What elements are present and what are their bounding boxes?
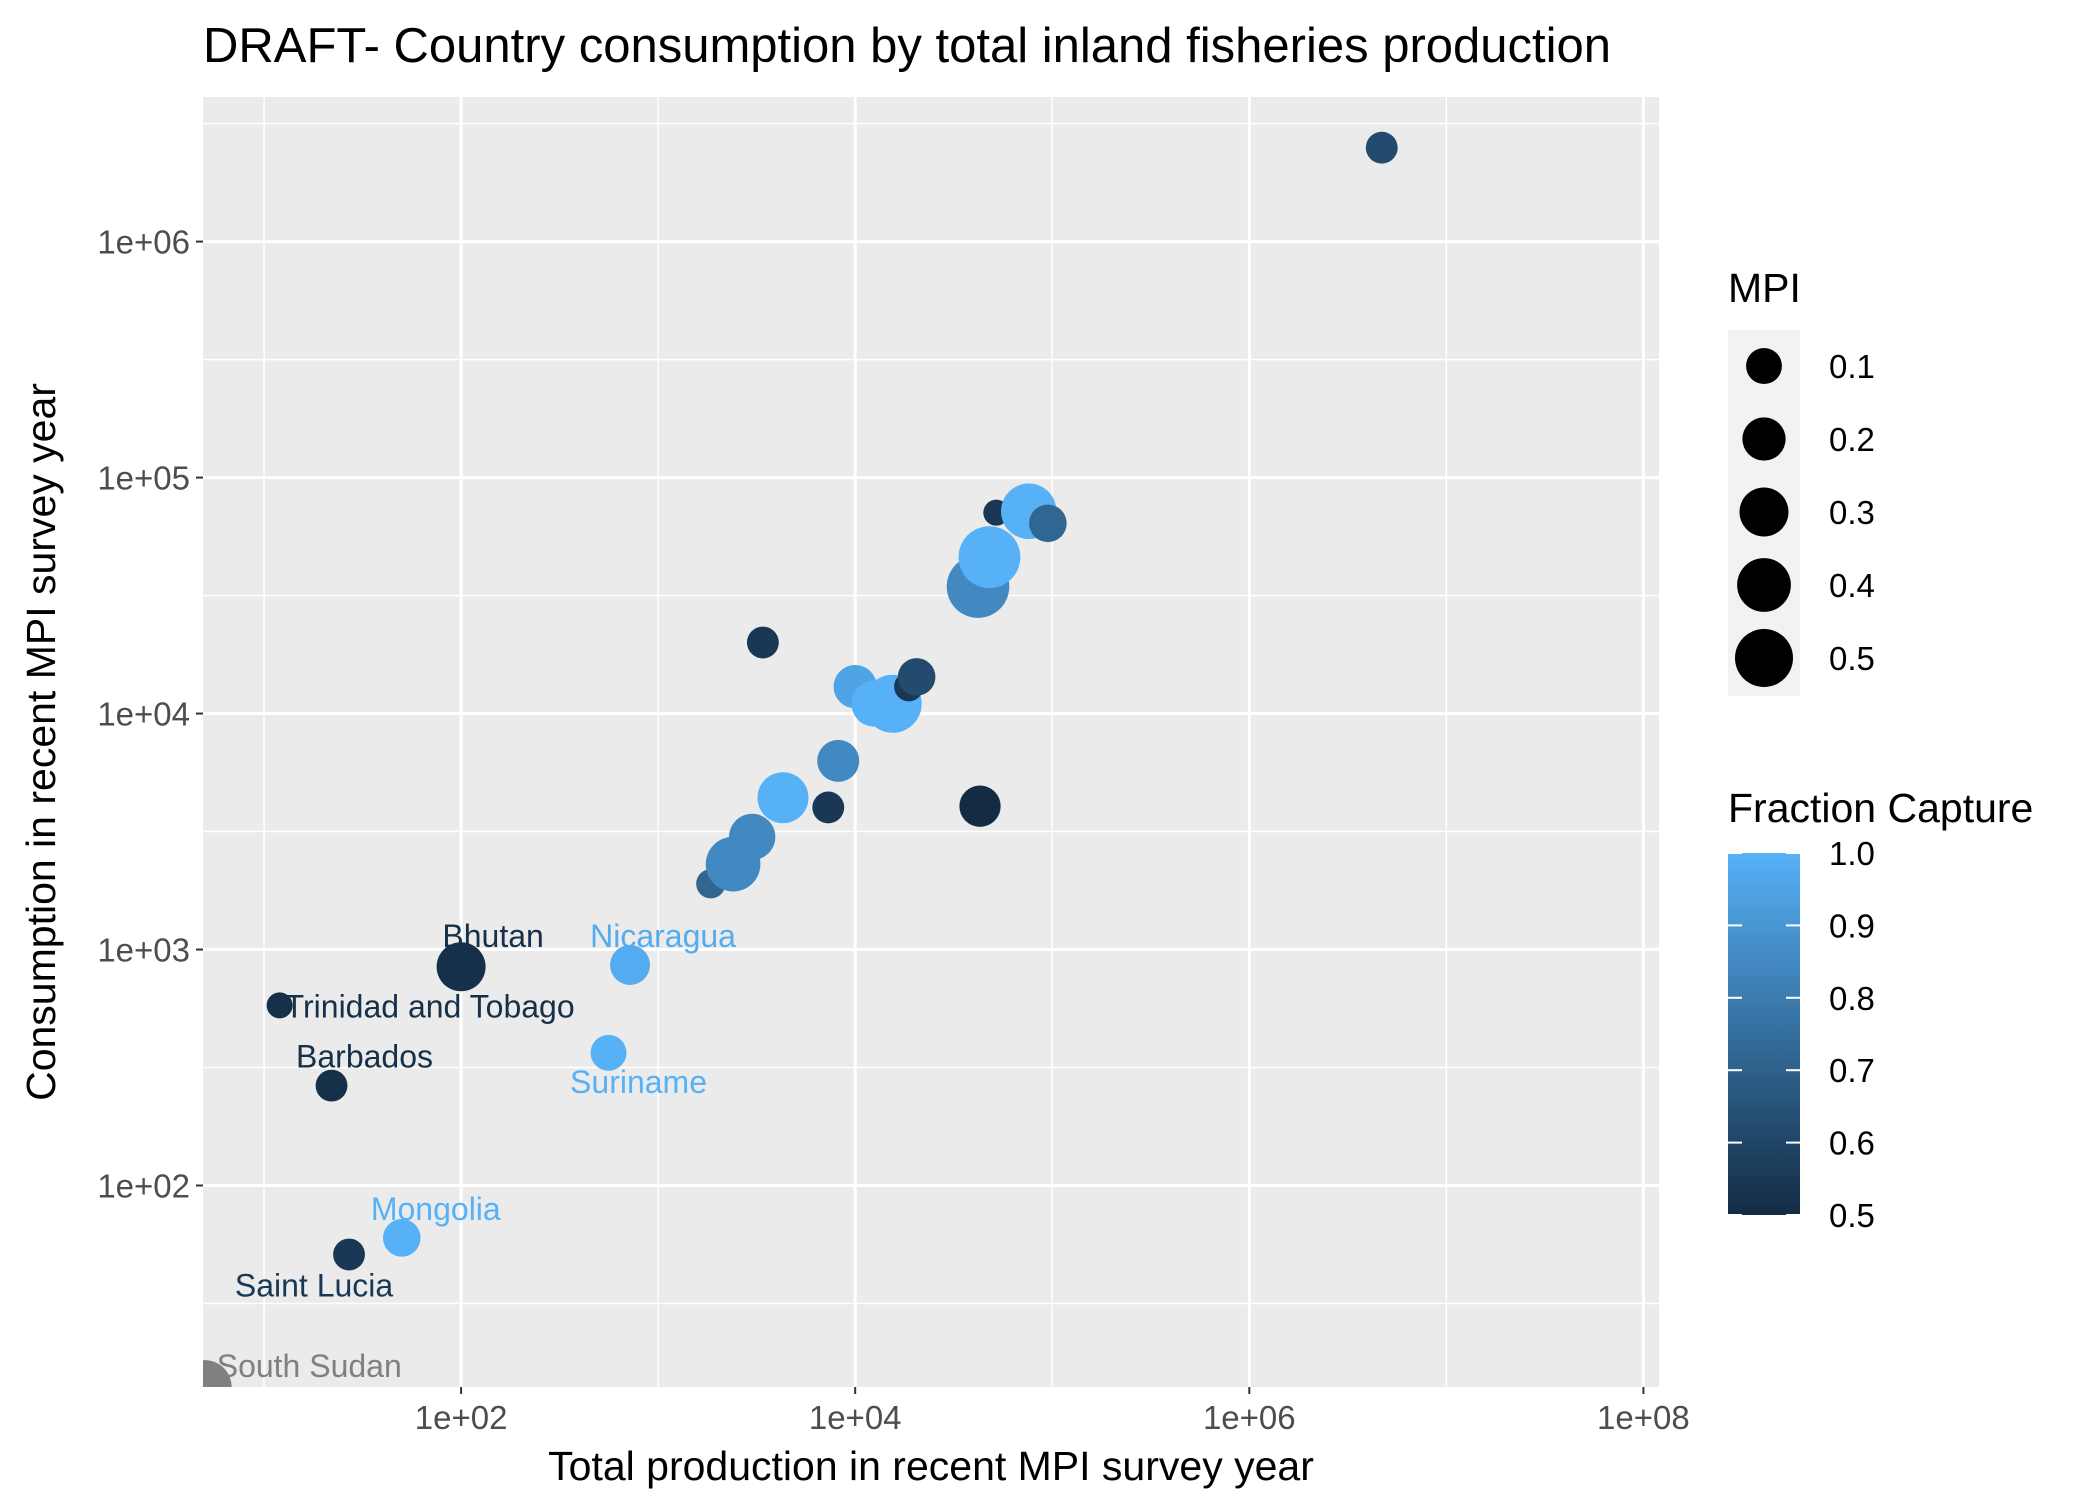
color-legend-label: 0.9 [1829, 907, 1875, 944]
x-axis-title: Total production in recent MPI survey ye… [548, 1443, 1314, 1489]
y-tick-label: 1e+03 [97, 932, 190, 969]
size-legend-key [1737, 558, 1791, 612]
data-point [266, 992, 293, 1019]
chart-title: DRAFT- Country consumption by total inla… [203, 19, 1611, 73]
point-label: Saint Lucia [235, 1268, 394, 1304]
x-tick-label: 1e+04 [809, 1399, 902, 1436]
color-legend: Fraction Capture 1.0 0.9 0.8 0.7 0.6 0.5 [1728, 785, 2033, 1234]
x-axis-ticks: 1e+02 1e+04 1e+06 1e+08 [415, 1387, 1690, 1436]
data-point [333, 1238, 365, 1271]
data-point [959, 785, 1001, 827]
y-tick-label: 1e+02 [97, 1168, 190, 1205]
size-legend-label: 0.5 [1829, 640, 1875, 677]
data-point [729, 813, 776, 861]
data-point [746, 626, 779, 659]
size-legend-label: 0.1 [1829, 348, 1875, 385]
point-label: South Sudan [217, 1348, 402, 1384]
size-legend-key [1742, 417, 1786, 461]
x-tick-label: 1e+06 [1203, 1399, 1296, 1436]
point-label: Mongolia [371, 1191, 501, 1227]
color-bar [1728, 853, 1800, 1215]
plot-panel [203, 97, 1659, 1387]
y-tick-label: 1e+04 [97, 696, 190, 733]
data-point [817, 739, 860, 782]
size-legend-key [1746, 348, 1782, 384]
point-label: Barbados [296, 1039, 433, 1075]
y-tick-label: 1e+05 [97, 460, 190, 497]
point-label: Bhutan [442, 918, 543, 954]
size-legend-label: 0.3 [1829, 494, 1875, 531]
data-points [203, 131, 1398, 1387]
size-legend-label: 0.4 [1829, 567, 1875, 604]
size-legend-key [1735, 629, 1793, 687]
data-point [315, 1069, 348, 1102]
data-point [812, 791, 845, 824]
point-label: Suriname [570, 1064, 707, 1100]
point-labels: South Sudan Saint Lucia Mongolia Barbados Tr… [217, 918, 736, 1384]
data-point [1029, 504, 1067, 543]
data-point [1365, 131, 1398, 164]
data-point [610, 945, 650, 985]
x-tick-label: 1e+08 [1597, 1399, 1690, 1436]
y-axis-ticks: 1e+02 1e+03 1e+04 1e+05 1e+06 [97, 224, 203, 1205]
data-point [590, 1034, 627, 1071]
y-axis-title: Consumption in recent MPI survey year [18, 383, 64, 1101]
x-tick-label: 1e+02 [415, 1399, 508, 1436]
data-point [958, 526, 1021, 589]
data-point [436, 942, 486, 992]
color-legend-label: 1.0 [1829, 835, 1875, 872]
point-label: Nicaragua [590, 918, 736, 954]
size-legend-title: MPI [1728, 265, 1801, 311]
size-legend: MPI 0.1 0.2 0.3 0.4 0.5 [1728, 265, 1875, 696]
size-legend-key [1739, 487, 1789, 537]
minor-gridlines [203, 97, 1659, 1387]
point-label: Trinidad and Tobago [285, 988, 575, 1024]
color-legend-label: 0.6 [1829, 1125, 1875, 1162]
data-point [382, 1219, 421, 1257]
color-legend-label: 0.5 [1829, 1197, 1875, 1234]
y-tick-label: 1e+06 [97, 224, 190, 261]
data-point [203, 1360, 232, 1387]
color-legend-label: 0.7 [1829, 1052, 1875, 1089]
size-legend-label: 0.2 [1829, 421, 1875, 458]
color-legend-label: 0.8 [1829, 980, 1875, 1017]
major-gridlines [203, 97, 1659, 1387]
data-point [757, 772, 809, 824]
color-legend-title: Fraction Capture [1728, 785, 2033, 831]
data-point [897, 658, 936, 696]
